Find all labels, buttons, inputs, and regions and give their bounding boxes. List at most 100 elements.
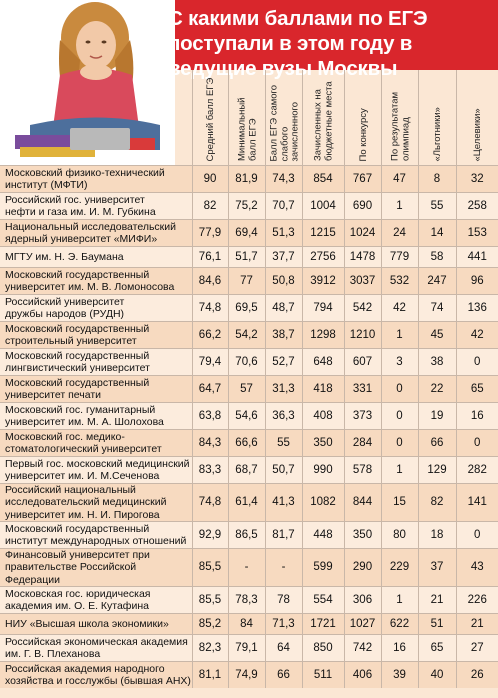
university-name-line: Национальный исследовательский (5, 220, 176, 233)
table-cell: 0 (380, 375, 418, 403)
table-cell: 57 (227, 375, 265, 403)
table-cell: 81,7 (264, 521, 302, 549)
table-cell: 69,5 (227, 294, 265, 322)
table-cell: 282 (455, 456, 498, 484)
university-name-line: Московский гос. гуманитарный (5, 403, 156, 416)
table-cell: 418 (301, 375, 344, 403)
university-name-line: Российская экономическая академия (5, 635, 188, 648)
university-name-line: нефти и газа им. И. М. Губкина (5, 206, 156, 218)
table-cell: 39 (380, 660, 418, 689)
table-cell: 854 (301, 165, 344, 193)
student-illustration (0, 0, 175, 165)
table-cell: 129 (417, 456, 456, 484)
university-name-line: институт международных отношений (5, 535, 187, 547)
table-cell: 41,3 (264, 483, 302, 522)
universities-table: Московский физико-технический институт (М… (0, 165, 498, 689)
table-cell: 511 (301, 660, 344, 689)
table-cell: 18 (417, 521, 456, 549)
table-cell: 441 (455, 246, 498, 268)
table-cell: 70,6 (227, 348, 265, 376)
column-headers: Средний балл ЕГЭ Минимальный балл ЕГЭ Ба… (0, 70, 498, 165)
table-row: Московский гос. медико-стоматологический… (0, 429, 498, 457)
table-cell: 258 (455, 192, 498, 220)
table-cell: 32 (455, 165, 498, 193)
table-cell: 54,6 (227, 402, 265, 430)
table-cell: 0 (380, 402, 418, 430)
university-name-line: Российский гос. университет (5, 193, 145, 206)
table-cell: 1027 (343, 612, 381, 635)
university-name: Российская экономическая академия им. Г. … (0, 633, 192, 662)
table-cell: 331 (343, 375, 381, 403)
table-cell: 373 (343, 402, 381, 430)
table-cell: 226 (455, 585, 498, 614)
university-name: Национальный исследовательский ядерный ун… (0, 219, 192, 247)
table-cell: 48,7 (264, 294, 302, 322)
table-cell: 74,9 (227, 660, 265, 689)
university-name: Финансовый университет при правительстве … (0, 548, 192, 587)
table-row: Московский государственный строительный у… (0, 321, 498, 349)
table-cell: 406 (343, 660, 381, 689)
university-name: НИУ «Высшая школа экономики» (0, 612, 192, 635)
table-cell: 63,8 (191, 402, 228, 430)
page-title: С какими баллами по ЕГЭ поступали в этом… (168, 7, 428, 80)
table-cell: 607 (343, 348, 381, 376)
table-cell: 79,4 (191, 348, 228, 376)
university-name-line: исследовательский медицинский (5, 496, 167, 509)
table-cell: 1024 (343, 219, 381, 247)
table-cell: 79,1 (227, 633, 265, 662)
table-row: Российская академия народного хозяйства и… (0, 660, 498, 689)
col-header-targeted: «Целевики» (456, 70, 498, 165)
university-name: Российская академия народного хозяйства и… (0, 660, 192, 689)
table-cell: 69,4 (227, 219, 265, 247)
table-cell: 84,3 (191, 429, 228, 457)
table-cell: 3037 (343, 267, 381, 295)
table-row: МГТУ им. Н. Э. Баумана 76,1 51,7 37,7 2756 14… (0, 246, 498, 268)
university-name-line: университет им. М. В. Ломоносова (5, 281, 175, 293)
table-cell: 81,1 (191, 660, 228, 689)
table-cell: 96 (455, 267, 498, 295)
table-cell: 229 (380, 548, 418, 587)
table-cell: 52,7 (264, 348, 302, 376)
university-name-line: НИУ «Высшая школа экономики» (5, 617, 169, 630)
table-cell: 51 (417, 612, 456, 635)
table-cell: 80 (380, 521, 418, 549)
table-cell: 1 (380, 585, 418, 614)
table-cell: 37 (417, 548, 456, 587)
table-cell: 3912 (301, 267, 344, 295)
table-cell: 90 (191, 165, 228, 193)
table-cell: 86,5 (227, 521, 265, 549)
table-row: Московская гос. юридическая академия им. … (0, 585, 498, 614)
table-cell: 1215 (301, 219, 344, 247)
table-cell: 82 (191, 192, 228, 220)
university-name: Московская гос. юридическая академия им. … (0, 585, 192, 614)
table-cell: 81,9 (227, 165, 265, 193)
table-cell: 622 (380, 612, 418, 635)
table-cell: 31,3 (264, 375, 302, 403)
university-name-line: им. Г. В. Плеханова (5, 647, 101, 660)
table-cell: 1298 (301, 321, 344, 349)
university-name: Московский государственный институт между… (0, 521, 192, 549)
table-cell: 66 (264, 660, 302, 689)
table-cell: 8 (417, 165, 456, 193)
table-cell: 24 (380, 219, 418, 247)
university-name-line: Московский государственный (5, 268, 150, 281)
col-header-competition: По конкурсу (344, 70, 382, 165)
university-name-line: дружбы народов (РУДН) (5, 308, 125, 320)
table-cell: 578 (343, 456, 381, 484)
table-cell: 42 (380, 294, 418, 322)
table-cell: 542 (343, 294, 381, 322)
university-name-line: Финансовый университет при (5, 549, 150, 561)
university-name-line: Российский университет (5, 295, 125, 308)
university-name-line: Московский государственный (5, 349, 150, 362)
university-name-line: университет им. М. А. Шолохова (5, 416, 164, 428)
table-cell: 84 (227, 612, 265, 635)
table-cell: 22 (417, 375, 456, 403)
table-row: Московский государственный институт между… (0, 521, 498, 549)
table-cell: 78 (264, 585, 302, 614)
university-name: МГТУ им. Н. Э. Баумана (0, 246, 192, 268)
table-row: Национальный исследовательский ядерный ун… (0, 219, 498, 247)
table-cell: 844 (343, 483, 381, 522)
table-cell: 76,1 (191, 246, 228, 268)
university-name-line: Московский государственный (5, 322, 150, 335)
table-row: Первый гос. московский медицинский универ… (0, 456, 498, 484)
